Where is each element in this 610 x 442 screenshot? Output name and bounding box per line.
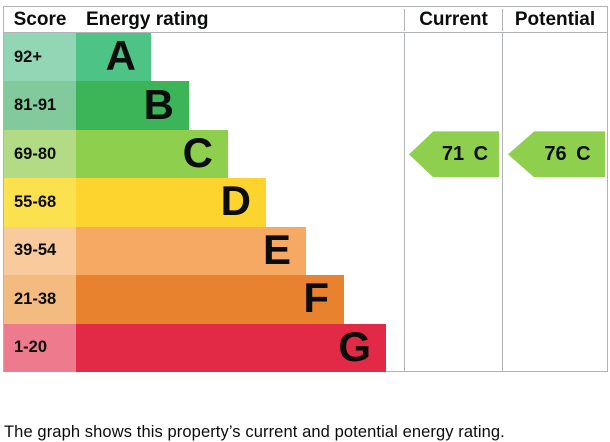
- band-row-c: 69-80 C: [4, 129, 404, 179]
- band-row-d: 55-68 D: [4, 177, 404, 227]
- band-d-letter: D: [220, 177, 251, 225]
- band-row-b: 81-91 B: [4, 80, 404, 130]
- band-f-bar: F: [76, 274, 344, 324]
- band-d-score: 55-68: [4, 178, 76, 227]
- energy-rating-column-header: Energy rating: [86, 8, 209, 30]
- current-column: [404, 33, 502, 372]
- band-e-score: 39-54: [4, 226, 76, 276]
- band-row-f: 21-38 F: [4, 274, 404, 324]
- band-f-letter: F: [303, 274, 329, 322]
- band-g-bar: G: [76, 322, 386, 372]
- band-c-letter: C: [182, 129, 213, 177]
- band-f-score: 21-38: [4, 275, 76, 324]
- band-g-letter: G: [338, 322, 371, 370]
- chart-caption: The graph shows this property’s current …: [4, 422, 505, 441]
- band-c-score: 69-80: [4, 129, 76, 179]
- bands-column: 92+ A 81-91 B 69-80 C 55-68 D 39-54 E 21…: [4, 33, 404, 372]
- band-row-g: 1-20 G: [4, 322, 404, 372]
- score-column-header: Score: [13, 8, 67, 30]
- band-a-score: 92+: [4, 33, 76, 82]
- band-b-score: 81-91: [4, 81, 76, 130]
- band-e-letter: E: [262, 225, 291, 273]
- band-row-e: 39-54 E: [4, 225, 404, 276]
- band-d-bar: D: [76, 177, 266, 227]
- band-c-bar: C: [76, 129, 228, 179]
- band-g-score: 1-20: [4, 323, 76, 372]
- potential-column: [502, 33, 607, 372]
- band-a-bar: A: [76, 32, 151, 82]
- potential-column-header: Potential: [502, 8, 607, 31]
- chart-header-row: Score Energy rating Current Potential: [4, 7, 607, 33]
- band-b-letter: B: [143, 80, 174, 128]
- band-b-bar: B: [76, 80, 189, 130]
- band-a-letter: A: [105, 32, 136, 80]
- current-column-header: Current: [404, 8, 502, 31]
- band-row-a: 92+ A: [4, 32, 404, 82]
- band-e-bar: E: [76, 225, 306, 276]
- epc-rating-chart: Score Energy rating Current Potential 92…: [3, 6, 608, 372]
- chart-body: 92+ A 81-91 B 69-80 C 55-68 D 39-54 E 21…: [4, 33, 607, 372]
